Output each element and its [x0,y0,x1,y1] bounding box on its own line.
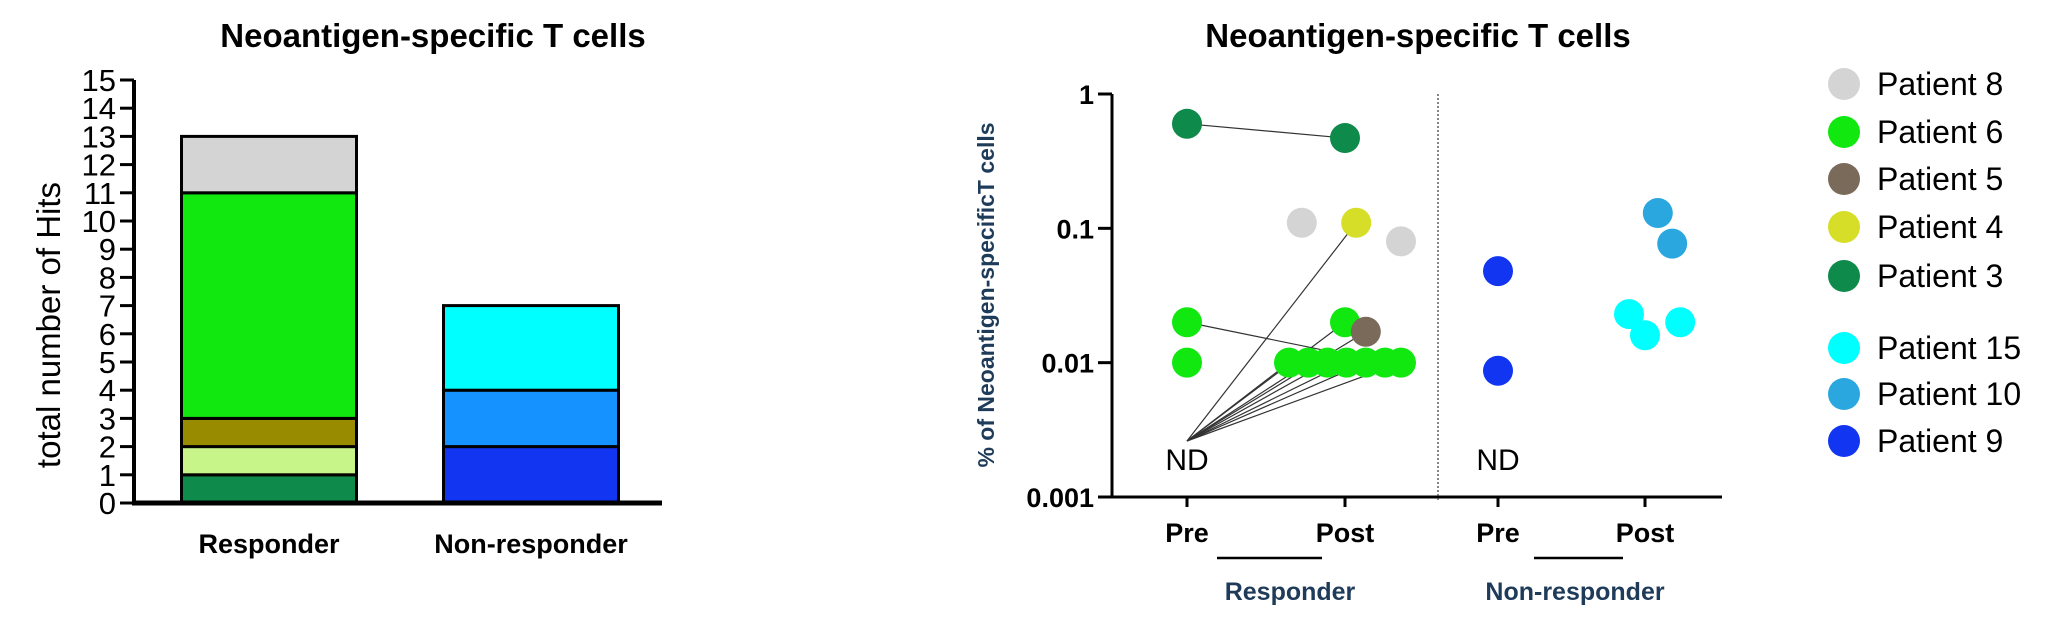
bar-chart-y-axis-label: total number of Hits [30,182,67,468]
legend-marker-5 [1828,260,1860,292]
bar-chart-categories: Responder Non-responder [198,529,628,559]
bar-category-label-1: Responder [198,529,340,559]
scatter-point-5 [1286,207,1317,238]
legend-label-8: Patient 9 [1877,423,2003,459]
group-label-nonresponder: Non-responder [1485,578,1664,606]
bar-chart-y-tick-label: 13 [82,119,116,154]
scatter-category-label-4: Post [1616,518,1675,548]
scatter-point-19 [1642,198,1673,229]
scatter-y-tick-label: 0.001 [1026,483,1094,513]
bar-segment-1-5 [180,134,358,195]
bar-chart-y-tick-label: 0 [99,486,116,521]
bar-chart-y-tick-label: 3 [99,401,116,436]
scatter-chart-axes [1110,94,1722,499]
bar-chart-y-tick-label: 9 [99,232,116,267]
scatter-point-17 [1483,256,1513,287]
scatter-chart: Neoantigen-specific T cells % of Neoanti… [973,17,2021,606]
patient-link-9 [1186,362,1347,442]
legend-marker-7 [1828,378,1860,410]
scatter-chart-y-ticks: 0.001 0.01 0.1 1 [1026,80,1112,513]
scatter-chart-categories: Pre Post Pre Post [1165,497,1674,548]
bar-chart-y-tick-label: 2 [99,430,116,465]
scatter-y-tick-label: 0.1 [1056,214,1094,244]
bar-chart-title: Neoantigen-specific T cells [220,17,645,54]
bar-chart-y-tick-label: 8 [99,260,116,295]
bar-segment-1-1 [180,473,358,505]
legend-label-5: Patient 3 [1877,258,2003,294]
patient-link-lines [1186,123,1402,442]
patient-link-10 [1186,362,1367,442]
group-label-responder: Responder [1225,578,1356,606]
legend-marker-8 [1828,425,1860,457]
bar-chart-y-tick-label: 5 [99,345,116,380]
legend-label-7: Patient 10 [1877,376,2021,412]
bar-chart-y-tick-label: 14 [82,91,116,126]
bar-chart-axes [132,80,662,506]
scatter-category-label-2: Post [1316,518,1375,548]
nd-label-nonresponder: ND [1476,444,1519,477]
bar-chart-y-tick-label: 11 [84,176,116,211]
scatter-point-3 [1172,347,1202,378]
scatter-point-22 [1630,320,1660,351]
scatter-points [1172,108,1696,386]
legend: Patient 8 Patient 6 Patient 5 Patient 4 Pati… [1828,66,2021,459]
bar-chart-y-tick-label: 10 [82,204,116,239]
scatter-point-6 [1341,207,1372,238]
patient-link-3 [1186,222,1357,442]
patient-link-6 [1186,362,1290,442]
bar-category-label-2: Non-responder [434,529,628,559]
bar-chart-y-tick-label: 4 [99,373,116,408]
legend-label-3: Patient 5 [1877,161,2003,197]
scatter-chart-y-axis-label: % of Neoantigen-specificT cells [973,122,999,467]
scatter-point-9 [1350,316,1381,347]
legend-marker-6 [1828,332,1860,364]
legend-marker-2 [1828,116,1860,148]
bar-chart-y-tick-label: 6 [99,317,116,352]
bar-chart-y-tick-label: 15 [82,63,116,98]
bar-segment-1-2 [180,445,358,477]
scatter-point-18 [1483,355,1513,386]
scatter-point-1 [1172,108,1202,139]
legend-label-4: Patient 4 [1877,209,2003,245]
scatter-point-21 [1614,299,1644,330]
scatter-point-23 [1665,307,1696,338]
bar-chart-y-tick-label: 7 [99,289,116,324]
bar-segment-1-3 [180,416,358,449]
scatter-point-4 [1330,123,1360,154]
nd-label-responder: ND [1165,444,1208,477]
legend-marker-3 [1828,163,1860,195]
scatter-y-tick-label: 0.01 [1041,349,1094,379]
patient-link-1 [1186,123,1346,139]
scatter-point-16 [1386,347,1416,378]
legend-marker-1 [1828,68,1860,100]
scatter-point-20 [1657,228,1688,259]
legend-label-1: Patient 8 [1877,66,2003,102]
bar-segment-2-1 [442,445,620,505]
scatter-category-label-1: Pre [1165,518,1209,548]
bar-segment-2-2 [442,388,620,449]
bar-chart-y-tick-label: 1 [99,458,116,493]
legend-label-6: Patient 15 [1877,330,2021,366]
bar-segment-2-3 [442,304,620,392]
patient-link-5 [1186,331,1367,442]
scatter-point-2 [1172,307,1202,338]
bar-stack-group [180,134,620,505]
scatter-y-tick-label: 1 [1079,80,1094,110]
stacked-bar-chart: Neoantigen-specific T cells total number… [30,17,662,559]
legend-marker-4 [1828,211,1860,243]
scatter-point-7 [1386,226,1416,257]
scatter-category-label-3: Pre [1476,518,1520,548]
bar-segment-1-4 [180,191,358,420]
bar-chart-y-tick-label: 12 [82,148,116,183]
legend-label-2: Patient 6 [1877,114,2003,150]
scatter-chart-title: Neoantigen-specific T cells [1205,17,1630,54]
